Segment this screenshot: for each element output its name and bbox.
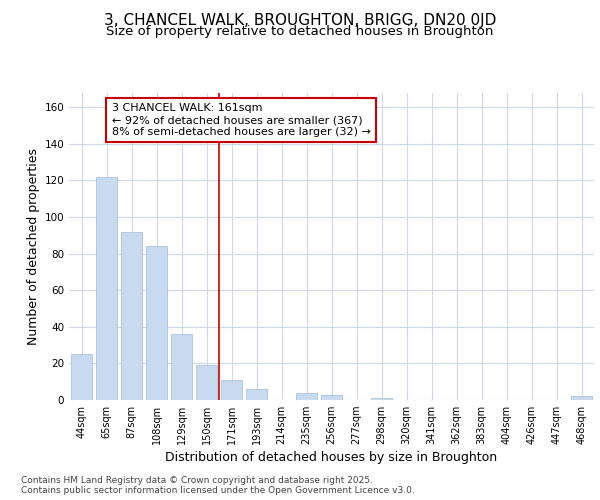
Bar: [96, 176, 117, 400]
Bar: [246, 389, 267, 400]
Text: Size of property relative to detached houses in Broughton: Size of property relative to detached ho…: [106, 25, 494, 38]
X-axis label: Distribution of detached houses by size in Broughton: Distribution of detached houses by size …: [166, 452, 497, 464]
Text: 3, CHANCEL WALK, BROUGHTON, BRIGG, DN20 0JD: 3, CHANCEL WALK, BROUGHTON, BRIGG, DN20 …: [104, 12, 496, 28]
Bar: [221, 380, 242, 400]
Text: Contains HM Land Registry data © Crown copyright and database right 2025.
Contai: Contains HM Land Registry data © Crown c…: [21, 476, 415, 495]
Bar: [71, 354, 92, 400]
Bar: [321, 394, 342, 400]
Bar: [121, 232, 142, 400]
Bar: [146, 246, 167, 400]
Text: 3 CHANCEL WALK: 161sqm
← 92% of detached houses are smaller (367)
8% of semi-det: 3 CHANCEL WALK: 161sqm ← 92% of detached…: [112, 104, 370, 136]
Bar: [296, 392, 317, 400]
Bar: [196, 365, 217, 400]
Y-axis label: Number of detached properties: Number of detached properties: [27, 148, 40, 345]
Bar: [371, 398, 392, 400]
Bar: [571, 396, 592, 400]
Bar: [171, 334, 192, 400]
